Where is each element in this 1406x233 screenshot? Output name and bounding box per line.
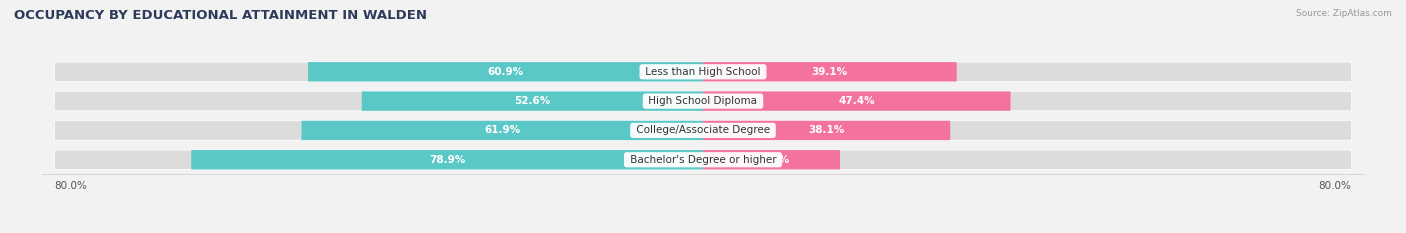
Text: 39.1%: 39.1%	[811, 67, 848, 77]
FancyBboxPatch shape	[191, 150, 703, 169]
Text: 47.4%: 47.4%	[838, 96, 875, 106]
FancyBboxPatch shape	[55, 62, 703, 82]
Text: 80.0%: 80.0%	[55, 181, 87, 191]
FancyBboxPatch shape	[703, 150, 1351, 169]
FancyBboxPatch shape	[703, 121, 950, 140]
Text: 80.0%: 80.0%	[1319, 181, 1351, 191]
FancyBboxPatch shape	[308, 62, 703, 82]
Text: Source: ZipAtlas.com: Source: ZipAtlas.com	[1296, 9, 1392, 18]
Text: College/Associate Degree: College/Associate Degree	[633, 125, 773, 135]
FancyBboxPatch shape	[703, 91, 1351, 111]
FancyBboxPatch shape	[55, 91, 703, 111]
FancyBboxPatch shape	[703, 91, 1011, 111]
FancyBboxPatch shape	[703, 62, 956, 82]
Text: High School Diploma: High School Diploma	[645, 96, 761, 106]
Text: OCCUPANCY BY EDUCATIONAL ATTAINMENT IN WALDEN: OCCUPANCY BY EDUCATIONAL ATTAINMENT IN W…	[14, 9, 427, 22]
FancyBboxPatch shape	[55, 150, 703, 169]
FancyBboxPatch shape	[703, 150, 839, 169]
FancyBboxPatch shape	[55, 121, 703, 140]
Text: 61.9%: 61.9%	[484, 125, 520, 135]
Text: 38.1%: 38.1%	[808, 125, 845, 135]
Text: Bachelor's Degree or higher: Bachelor's Degree or higher	[627, 155, 779, 165]
FancyBboxPatch shape	[361, 91, 703, 111]
Text: 52.6%: 52.6%	[515, 96, 551, 106]
FancyBboxPatch shape	[301, 121, 703, 140]
Text: Less than High School: Less than High School	[643, 67, 763, 77]
Text: 21.1%: 21.1%	[754, 155, 790, 165]
Text: 78.9%: 78.9%	[429, 155, 465, 165]
FancyBboxPatch shape	[703, 121, 1351, 140]
FancyBboxPatch shape	[703, 62, 1351, 82]
Text: 60.9%: 60.9%	[488, 67, 523, 77]
